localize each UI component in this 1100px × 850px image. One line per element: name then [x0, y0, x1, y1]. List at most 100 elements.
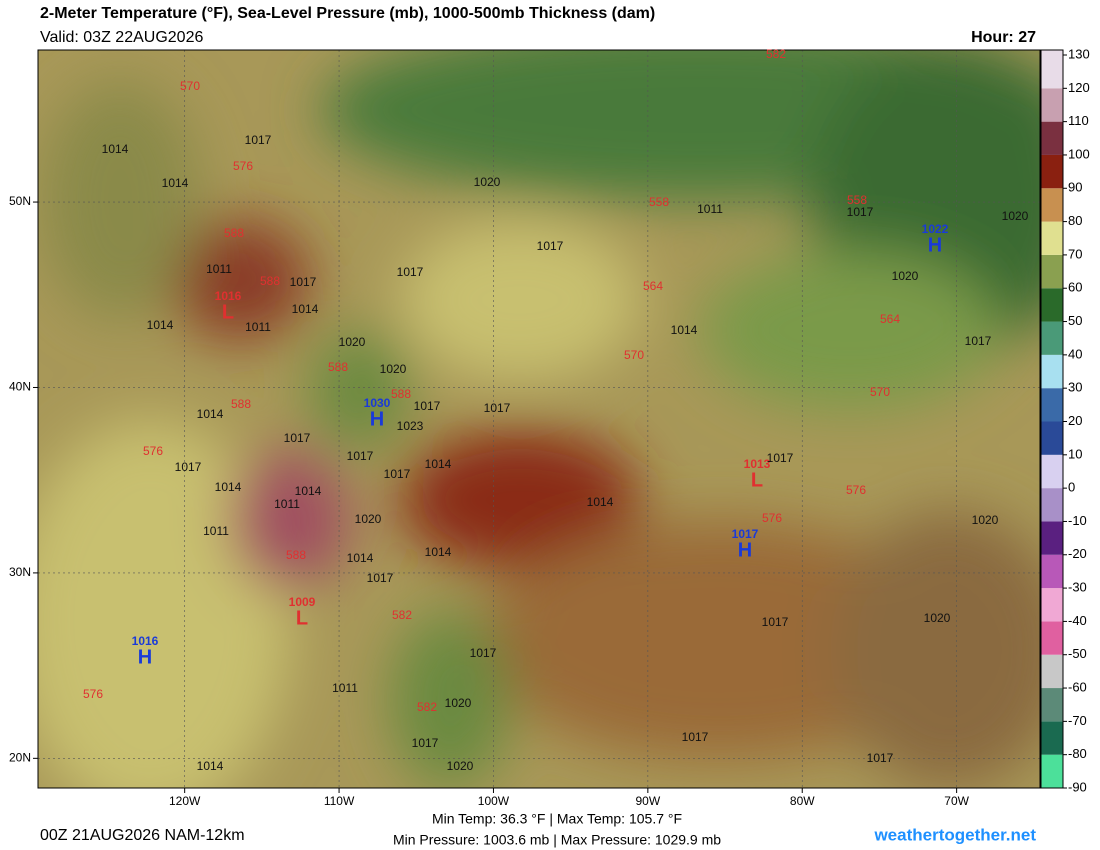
isobar-label: 1014: [102, 142, 129, 156]
isobar-label: 1020: [972, 513, 999, 527]
thickness-label: 576: [143, 444, 163, 458]
colorbar-tick-label: 80: [1068, 213, 1082, 228]
isobar-label: 1017: [414, 399, 441, 413]
colorbar-frame: [1040, 49, 1064, 789]
colorbar-segment: [1041, 521, 1063, 555]
thickness-label: 570: [180, 79, 200, 93]
thickness-label: 570: [624, 348, 644, 362]
isobar-label: 1017: [537, 239, 564, 253]
x-tick-label: 80W: [790, 794, 815, 808]
colorbar-tick-label: -10: [1068, 513, 1087, 528]
colorbar-tick-label: 130: [1068, 46, 1090, 61]
center-symbol: H: [928, 234, 942, 256]
x-tick-label: 110W: [324, 794, 355, 808]
colorbar-segment: [1041, 321, 1063, 355]
isobar-label: 1017: [682, 730, 709, 744]
colorbar-tick-label: 70: [1068, 246, 1082, 261]
thickness-label: 588: [231, 397, 251, 411]
y-tick-label: 50N: [9, 194, 31, 208]
isobar-label: 1011: [206, 262, 232, 276]
colorbar-tick-label: -90: [1068, 779, 1087, 794]
x-tick-label: 120W: [169, 794, 201, 808]
thickness-label: 588: [391, 387, 411, 401]
site-credit: weathertogether.net: [873, 825, 1036, 844]
title: 2-Meter Temperature (°F), Sea-Level Pres…: [40, 5, 655, 22]
thickness-label: 582: [417, 700, 437, 714]
colorbar-segment: [1041, 421, 1063, 455]
isobar-label: 1020: [1002, 209, 1029, 223]
colorbar-segment: [1041, 688, 1063, 722]
thickness-label: 576: [762, 511, 782, 525]
colorbar-tick-label: 60: [1068, 280, 1082, 295]
colorbar-tick-label: -80: [1068, 746, 1087, 761]
center-value: 1017: [732, 527, 759, 541]
isobar-label: 1014: [425, 545, 452, 559]
isobar-label: 1014: [425, 457, 452, 471]
colorbar-tick-label: 40: [1068, 346, 1082, 361]
isobar-label: 1020: [355, 512, 382, 526]
isobar-label: 1017: [470, 646, 497, 660]
colorbar-segment: [1041, 454, 1063, 489]
map-frame: [37, 49, 1041, 789]
colorbar-segment: [1041, 621, 1063, 655]
colorbar-tick-label: 20: [1068, 413, 1082, 428]
colorbar-tick-label: 100: [1068, 146, 1090, 161]
isobar-label: 1020: [380, 362, 407, 376]
colorbar-tick-label: 30: [1068, 380, 1082, 395]
isobar-label: 1017: [290, 275, 317, 289]
isobar-label: 1011: [332, 681, 358, 695]
isobar-label: 1014: [197, 407, 224, 421]
colorbar-tick-label: -40: [1068, 613, 1087, 628]
isobar-label: 1020: [445, 696, 472, 710]
isobar-label: 1017: [762, 615, 789, 629]
isobar-label: 1014: [292, 302, 319, 316]
colorbar-segment: [1041, 721, 1063, 755]
center-value: 1022: [922, 222, 949, 236]
isobar-label: 1017: [767, 451, 794, 465]
temp-range: Min Temp: 36.3 °F | Max Temp: 105.7 °F: [432, 811, 682, 827]
isobar-label: 1014: [295, 484, 322, 498]
colorbar-segment: [1041, 488, 1063, 522]
pressure-range: Min Pressure: 1003.6 mb | Max Pressure: …: [393, 832, 721, 848]
center-value: 1016: [215, 289, 242, 303]
colorbar-segment: [1041, 254, 1063, 289]
isobar-label: 1020: [892, 269, 919, 283]
isobar-label: 1014: [347, 551, 374, 565]
thickness-label: 588: [328, 360, 348, 374]
colorbar-tick-label: 110: [1068, 113, 1089, 128]
center-value: 1016: [132, 634, 159, 648]
colorbar-segment: [1041, 554, 1063, 589]
isobar-label: 1011: [203, 524, 229, 538]
thickness-label: 588: [286, 548, 306, 562]
thickness-label: 564: [643, 279, 663, 293]
isobar-label: 1017: [847, 205, 874, 219]
valid-time: Valid: 03Z 22AUG2026: [40, 29, 203, 46]
center-value: 1009: [289, 595, 316, 609]
thickness-label: 588: [224, 226, 244, 240]
thickness-label: 582: [766, 47, 786, 61]
isobar-label: 1014: [147, 318, 174, 332]
y-tick-label: 20N: [9, 751, 31, 765]
x-tick-label: 90W: [636, 794, 661, 808]
isobar-label: 1020: [339, 335, 366, 349]
center-symbol: H: [738, 539, 752, 561]
model-run: 00Z 21AUG2026 NAM-12km: [40, 827, 245, 844]
colorbar-tick-label: 90: [1068, 180, 1082, 195]
isobar-label: 1014: [162, 176, 189, 190]
colorbar-segment: [1041, 754, 1063, 788]
thickness-label: 570: [870, 385, 890, 399]
center-symbol: L: [296, 607, 308, 629]
y-tick-label: 30N: [9, 565, 31, 579]
colorbar-segment: [1041, 588, 1063, 622]
center-value: 1030: [364, 396, 391, 410]
isobar-label: 1017: [367, 571, 394, 585]
isobar-label: 1020: [924, 611, 951, 625]
center-symbol: H: [370, 408, 384, 430]
isobar-label: 1011: [697, 202, 723, 216]
center-symbol: L: [222, 301, 234, 323]
x-tick-label: 70W: [944, 794, 969, 808]
colorbar-segment: [1041, 354, 1063, 389]
colorbar-segment: [1041, 188, 1063, 222]
isobar-label: 1014: [197, 759, 224, 773]
